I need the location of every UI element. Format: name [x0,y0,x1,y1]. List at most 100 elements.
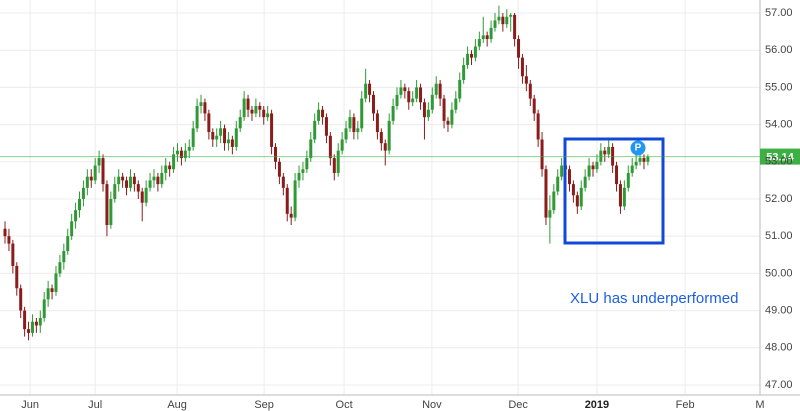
candle-body [587,165,591,177]
x-tick-label: Sep [254,399,274,411]
candle-body [368,83,372,95]
candle-body [250,109,254,114]
candle-body [622,187,626,207]
y-tick-label: 54.00 [765,119,793,131]
candle-body [379,132,383,144]
candle-body [7,236,11,244]
candle-body [226,139,230,144]
candle-body [324,117,328,136]
event-marker [630,140,646,156]
candles [3,5,650,341]
candle-body [493,20,497,28]
candle-body [293,180,297,218]
x-tick-label: Oct [336,399,353,411]
candle-body [332,158,336,173]
y-tick-label: 49.00 [765,304,793,316]
candle-body [81,187,85,199]
candle-body [270,113,274,147]
candle-body [454,98,458,110]
candle-body [34,321,38,326]
candle-body [23,310,27,330]
candle-body [438,83,442,99]
candle-body [469,53,473,58]
candle-body [567,169,571,185]
candle-body [113,184,117,199]
candle-body [387,120,391,151]
candle-body [505,16,509,25]
candle-body [105,184,109,226]
candle-body [434,83,438,95]
candle-body [352,117,356,133]
candle-body [399,87,403,95]
candle-body [638,158,642,162]
candle-body [93,165,97,181]
candle-body [89,176,93,181]
candle-body [340,139,344,151]
y-tick-label: 50.00 [765,267,793,279]
candle-body [42,299,46,319]
candle-body [419,87,423,103]
candle-body [407,91,411,103]
candle-body [383,143,387,151]
candle-body [30,321,34,333]
candle-body [595,161,599,170]
candle-body [140,191,144,203]
candle-body [219,128,223,136]
candle-body [626,172,630,188]
candle-body [258,106,262,110]
candle-body [477,39,481,47]
candle-body [62,251,66,263]
x-tick-label: Dec [508,399,528,411]
candle-body [277,161,281,177]
candle-body [317,109,321,121]
candle-body [485,35,489,40]
candle-body [273,146,277,162]
candle-body [532,98,536,114]
candle-body [618,184,622,207]
candle-body [489,27,493,40]
candle-body [203,102,207,114]
candle-body [262,109,266,118]
candle-body [246,98,250,110]
candle-body [85,176,89,188]
candle-body [234,128,238,147]
candle-body [313,120,317,140]
candle-body [97,158,101,166]
candle-body [442,98,446,121]
candle-body [321,109,325,118]
highlight-box [563,137,665,245]
candle-body [548,210,552,218]
x-tick-label: Jul [88,399,102,411]
candle-body [513,14,517,40]
candle-body [281,176,285,188]
candle-body [411,98,415,103]
candle-body [70,221,74,237]
x-tick-label: Feb [676,399,695,411]
candle-body [552,191,556,211]
candle-body [301,169,305,173]
candle-body [528,83,532,99]
candle-body [254,106,258,114]
candle-body [591,165,595,170]
candle-body [571,184,575,196]
candle-body [242,98,246,118]
candle-body [179,150,183,159]
candle-body [11,243,15,266]
candle-body [364,83,368,99]
candle-body [309,139,313,159]
candle-body [128,176,132,188]
candle-body [642,158,646,162]
candle-body [415,87,419,99]
candle-body [164,165,168,173]
candle-body [172,154,176,170]
candle-body [371,94,375,114]
candle-body [101,158,105,185]
candle-body [450,109,454,125]
candle-body [223,128,227,144]
candle-body [426,109,430,118]
grid [0,0,761,395]
candle-body [466,53,470,66]
candle-body [132,176,136,185]
candle-body [540,139,544,170]
candle-body [305,158,309,170]
